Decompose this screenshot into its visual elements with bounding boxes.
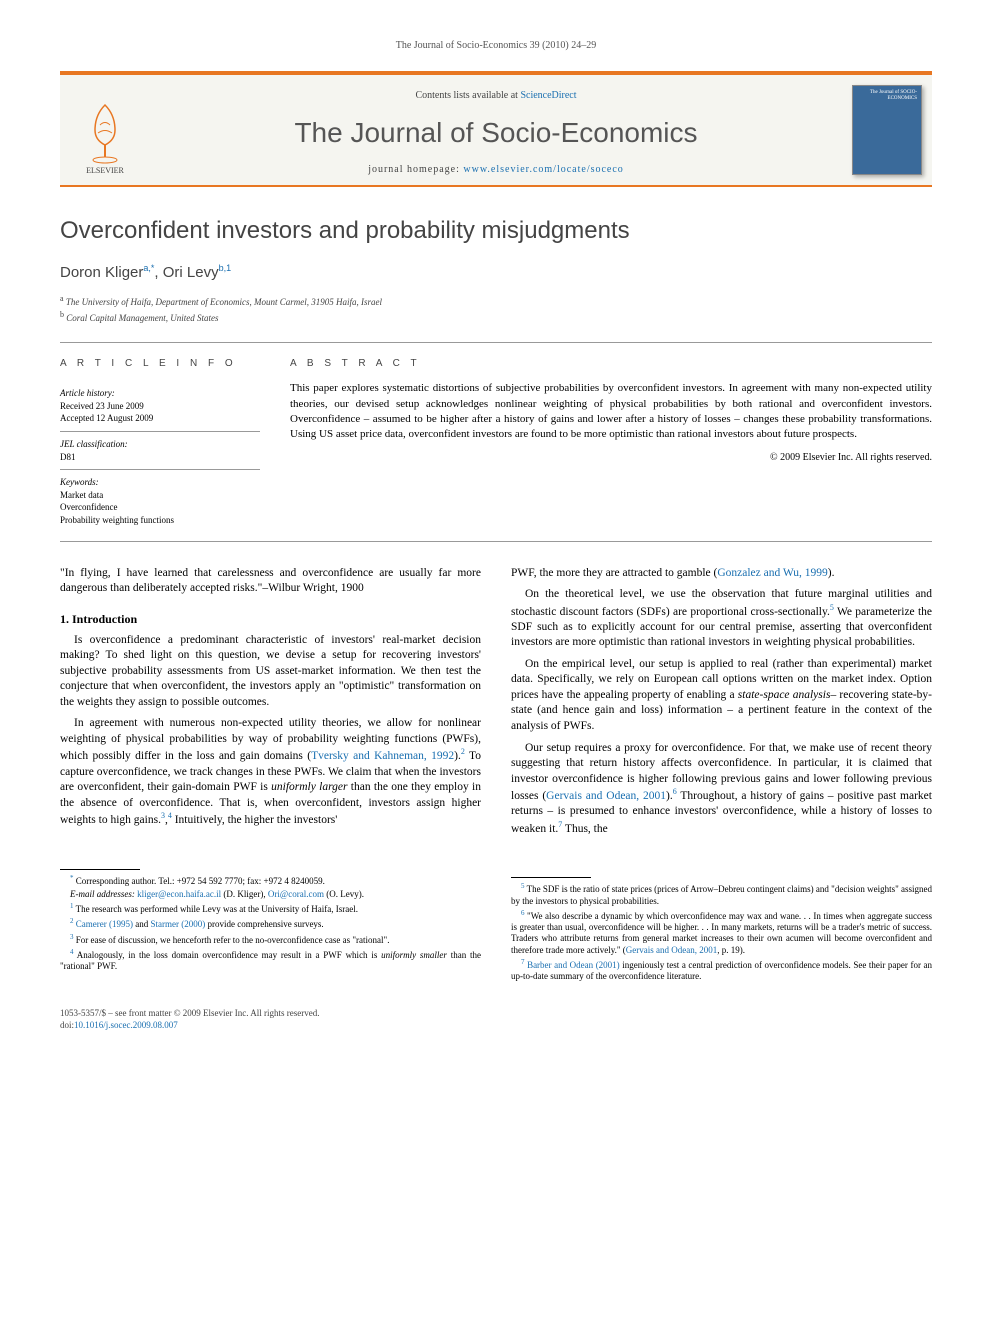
author-2-marks: b,1 — [219, 263, 232, 273]
footnote-rule — [511, 877, 591, 878]
authors: Doron Kligera,*, Ori Levyb,1 — [60, 263, 932, 281]
received-date: Received 23 June 2009 — [60, 400, 260, 413]
footnote: 4 Analogously, in the loss domain overco… — [60, 948, 481, 973]
footnotes-left: * Corresponding author. Tel.: +972 54 59… — [60, 874, 481, 973]
footnote-text: For ease of discussion, we henceforth re… — [76, 935, 390, 945]
paragraph: On the theoretical level, we use the obs… — [511, 587, 932, 651]
citation-link[interactable]: Gervais and Odean, 2001 — [546, 790, 666, 802]
citation-link[interactable]: Camerer (1995) — [76, 919, 133, 929]
section-heading: 1. Introduction — [60, 611, 481, 627]
paragraph: Our setup requires a proxy for overconfi… — [511, 741, 932, 838]
keyword: Market data — [60, 489, 260, 502]
right-column: PWF, the more they are attracted to gamb… — [511, 566, 932, 985]
masthead: ELSEVIER Contents lists available at Sci… — [60, 71, 932, 187]
homepage-line: journal homepage: www.elsevier.com/locat… — [160, 164, 832, 175]
article-info-heading: A R T I C L E I N F O — [60, 357, 260, 371]
article-info: A R T I C L E I N F O Article history: R… — [60, 357, 260, 526]
paragraph: In agreement with numerous non-expected … — [60, 716, 481, 828]
paragraph: On the empirical level, our setup is app… — [511, 657, 932, 735]
footnote-ref[interactable]: 3 — [161, 811, 165, 820]
footnote: 2 Camerer (1995) and Starmer (2000) prov… — [60, 917, 481, 930]
epigraph-quote: "In flying, I have learned that careless… — [60, 566, 481, 597]
info-abstract-row: A R T I C L E I N F O Article history: R… — [60, 343, 932, 540]
paragraph: PWF, the more they are attracted to gamb… — [511, 566, 932, 582]
paragraph: Is overconfidence a predominant characte… — [60, 633, 481, 711]
left-column: "In flying, I have learned that careless… — [60, 566, 481, 985]
abstract: A B S T R A C T This paper explores syst… — [290, 357, 932, 526]
footnote: 5 The SDF is the ratio of state prices (… — [511, 882, 932, 907]
citation-link[interactable]: Gonzalez and Wu, 1999 — [717, 567, 827, 579]
journal-cover-label: The Journal of SOCIO- ECONOMICS — [853, 90, 917, 101]
footnote-ref[interactable]: 4 — [168, 811, 172, 820]
abstract-heading: A B S T R A C T — [290, 357, 932, 371]
citation-link[interactable]: Starmer (2000) — [150, 919, 205, 929]
doi-line: doi:10.1016/j.socec.2009.08.007 — [60, 1020, 932, 1032]
author-1: Doron Kliger — [60, 264, 143, 281]
jel-code: D81 — [60, 451, 260, 464]
body-columns: "In flying, I have learned that careless… — [60, 566, 932, 985]
jel-block: JEL classification: D81 — [60, 432, 260, 470]
author-1-marks: a,* — [143, 263, 154, 273]
sciencedirect-link[interactable]: ScienceDirect — [520, 90, 576, 101]
article-history-block: Article history: Received 23 June 2009 A… — [60, 381, 260, 432]
citation-link[interactable]: Tversky and Kahneman, 1992 — [311, 750, 454, 762]
footnote: 1 The research was performed while Levy … — [60, 902, 481, 915]
footnote: 6 "We also describe a dynamic by which o… — [511, 909, 932, 956]
footnotes-right: 5 The SDF is the ratio of state prices (… — [511, 882, 932, 982]
elsevier-tree-logo-icon: ELSEVIER — [70, 95, 140, 175]
page-footer: 1053-5357/$ – see front matter © 2009 El… — [60, 1008, 932, 1031]
keywords-block: Keywords: Market data Overconfidence Pro… — [60, 470, 260, 526]
page: The Journal of Socio-Economics 39 (2010)… — [0, 0, 992, 1072]
svg-text:ELSEVIER: ELSEVIER — [86, 166, 124, 175]
keyword: Overconfidence — [60, 501, 260, 514]
homepage-prefix: journal homepage: — [368, 164, 463, 175]
email-link[interactable]: kliger@econ.haifa.ac.il — [137, 889, 221, 899]
author-2: Ori Levy — [163, 264, 219, 281]
footnote: * Corresponding author. Tel.: +972 54 59… — [60, 874, 481, 887]
affiliation-mark: a — [60, 294, 64, 303]
footnote-ref[interactable]: 5 — [830, 603, 834, 612]
abstract-text: This paper explores systematic distortio… — [290, 381, 932, 443]
footnote: E-mail addresses: kliger@econ.haifa.ac.i… — [60, 889, 481, 900]
citation-link[interactable]: Gervais and Odean, 2001 — [626, 945, 717, 955]
keywords-label: Keywords: — [60, 476, 260, 489]
contents-prefix: Contents lists available at — [415, 90, 520, 101]
doi-label: doi: — [60, 1020, 74, 1030]
journal-cover-thumbnail: The Journal of SOCIO- ECONOMICS — [852, 85, 922, 175]
affiliation-text: Coral Capital Management, United States — [66, 313, 218, 323]
masthead-center: Contents lists available at ScienceDirec… — [150, 75, 842, 185]
affiliation-b: b Coral Capital Management, United State… — [60, 309, 932, 325]
email-link[interactable]: Ori@coral.com — [268, 889, 324, 899]
footnote: 7 Barber and Odean (2001) ingeniously te… — [511, 958, 932, 983]
citation-link[interactable]: Barber and Odean (2001) — [527, 960, 620, 970]
homepage-link[interactable]: www.elsevier.com/locate/soceco — [463, 164, 623, 175]
footnote-ref[interactable]: 7 — [558, 820, 562, 829]
affiliations: a The University of Haifa, Department of… — [60, 293, 932, 324]
affiliation-mark: b — [60, 310, 64, 319]
article-title: Overconfident investors and probability … — [60, 217, 932, 245]
contents-line: Contents lists available at ScienceDirec… — [160, 90, 832, 101]
footnote-ref[interactable]: 2 — [461, 747, 465, 756]
footnote-text: The research was performed while Levy wa… — [76, 904, 358, 914]
doi-link[interactable]: 10.1016/j.socec.2009.08.007 — [74, 1020, 178, 1030]
footnote: 3 For ease of discussion, we henceforth … — [60, 933, 481, 946]
issn-line: 1053-5357/$ – see front matter © 2009 El… — [60, 1008, 932, 1020]
running-header: The Journal of Socio-Economics 39 (2010)… — [60, 40, 932, 51]
abstract-copyright: © 2009 Elsevier Inc. All rights reserved… — [290, 451, 932, 465]
divider — [60, 541, 932, 542]
footnote-text: The SDF is the ratio of state prices (pr… — [511, 884, 932, 905]
affiliation-text: The University of Haifa, Department of E… — [66, 297, 382, 307]
publisher-logo-box: ELSEVIER — [60, 75, 150, 185]
accepted-date: Accepted 12 August 2009 — [60, 412, 260, 425]
affiliation-a: a The University of Haifa, Department of… — [60, 293, 932, 309]
footnote-rule — [60, 869, 140, 870]
journal-cover-box: The Journal of SOCIO- ECONOMICS — [842, 75, 932, 185]
history-label: Article history: — [60, 387, 260, 400]
journal-name: The Journal of Socio-Economics — [160, 117, 832, 149]
footnote-ref[interactable]: 6 — [673, 787, 677, 796]
keyword: Probability weighting functions — [60, 514, 260, 527]
jel-label: JEL classification: — [60, 438, 260, 451]
